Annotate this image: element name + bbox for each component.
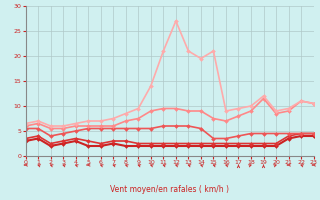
X-axis label: Vent moyen/en rafales ( km/h ): Vent moyen/en rafales ( km/h ) (110, 185, 229, 194)
